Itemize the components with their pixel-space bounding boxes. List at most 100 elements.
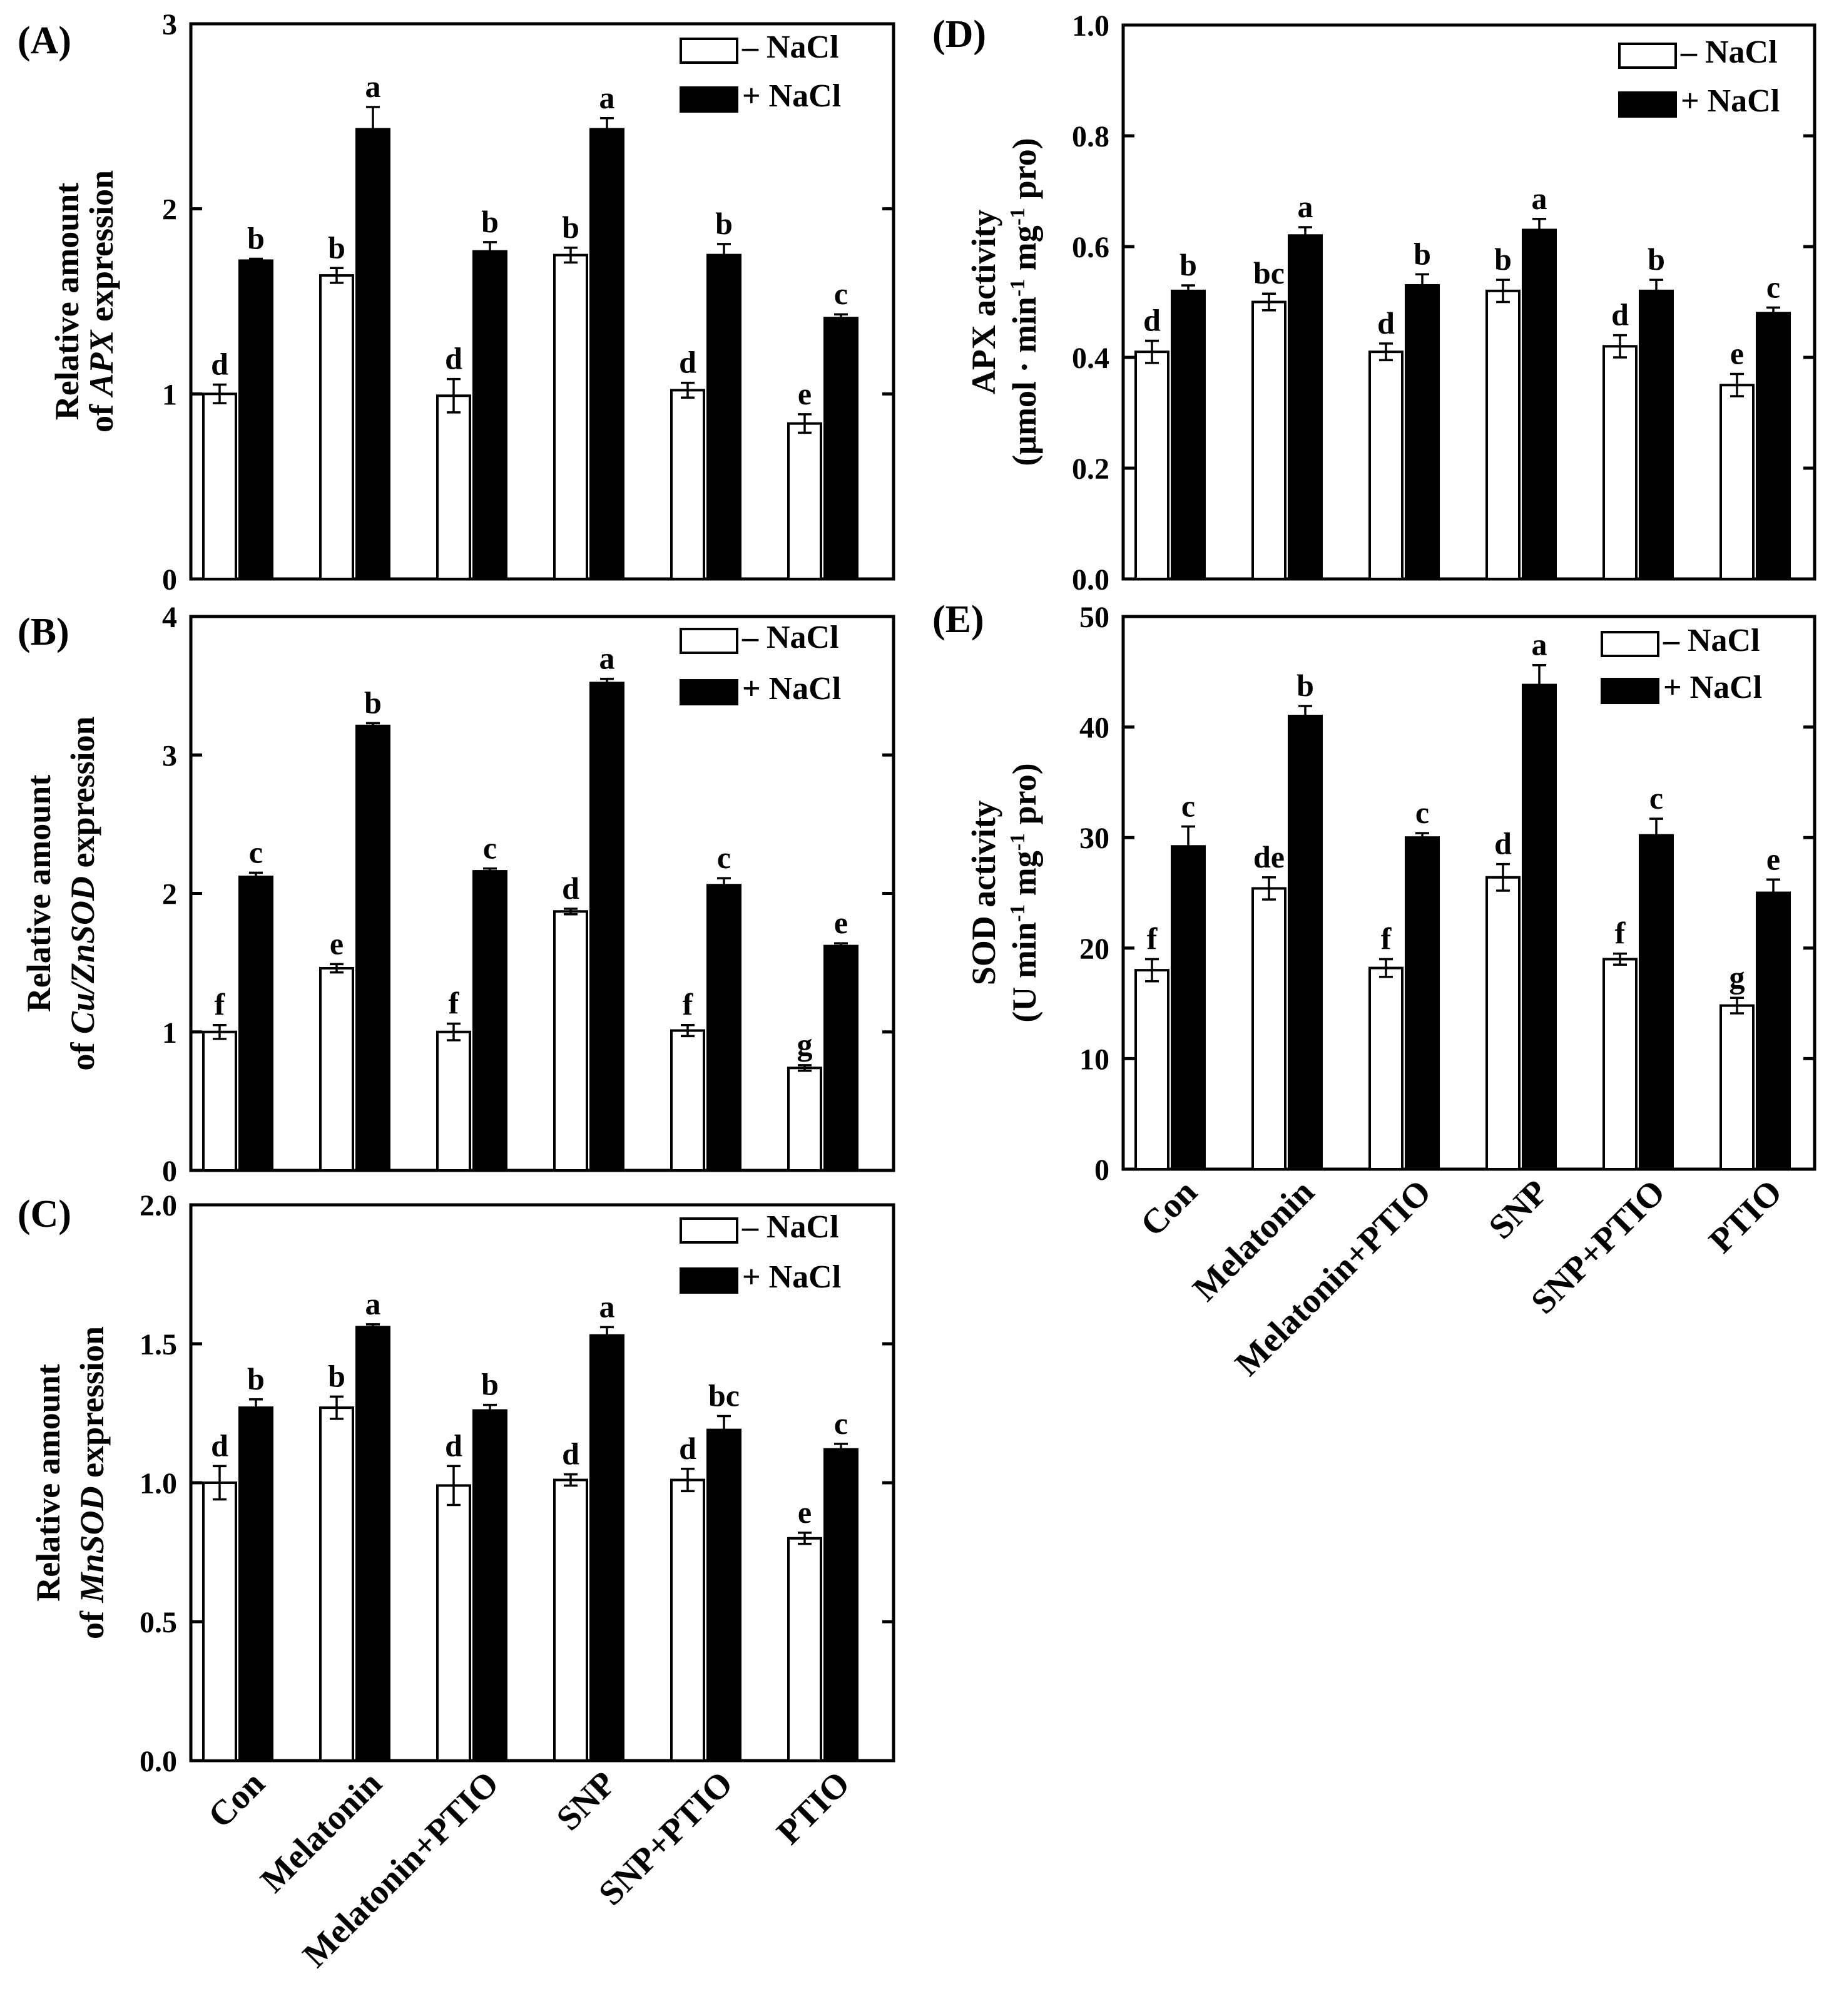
bar-minus-nacl <box>436 1484 471 1762</box>
bar-plus-nacl <box>238 259 273 580</box>
y-tick-label: 2.0 <box>140 1189 177 1222</box>
significance-letter: a <box>599 641 615 676</box>
significance-letter: d <box>211 1428 228 1463</box>
bar-minus-nacl <box>1368 350 1404 581</box>
significance-letter: de <box>1253 839 1285 874</box>
bar-minus-nacl <box>202 1030 237 1172</box>
bar-plus-nacl <box>355 128 390 580</box>
legend-label-minus-nacl: – NaCl <box>741 620 839 655</box>
significance-letter: a <box>365 69 381 104</box>
legend: – NaCl + NaCl <box>680 29 841 114</box>
bar-plus-nacl <box>1288 234 1323 580</box>
y-tick-label: 1 <box>162 378 177 411</box>
significance-letter: a <box>365 1286 381 1321</box>
legend: – NaCl + NaCl <box>1601 623 1762 705</box>
y-axis-label-line: Relative amount <box>29 1364 67 1601</box>
significance-letter: e <box>798 1495 812 1530</box>
x-category-label: Con <box>201 1764 272 1835</box>
y-tick-label: 0.4 <box>1072 342 1109 375</box>
x-category-label: SNP <box>549 1764 624 1838</box>
significance-letter: d <box>445 341 462 376</box>
significance-letter: e <box>1766 841 1780 876</box>
y-axis-label-superscript: -1 <box>1006 208 1029 225</box>
panel-label: (D) <box>932 13 986 56</box>
significance-letter: c <box>1766 269 1780 304</box>
panel-label: (C) <box>18 1193 71 1236</box>
y-tick-label: 0 <box>1094 1154 1109 1187</box>
significance-letter: c <box>483 831 497 866</box>
bar-minus-nacl <box>553 910 588 1172</box>
bar-minus-nacl <box>202 1481 237 1762</box>
legend-swatch-minus-nacl <box>680 1217 738 1244</box>
bar-plus-nacl <box>706 884 741 1172</box>
significance-letter: d <box>1494 826 1512 861</box>
y-axis-label-segment: Cu/ZnSOD <box>64 876 101 1034</box>
bar-minus-nacl <box>787 1067 822 1172</box>
y-axis-label-line: Relative amount <box>48 183 86 420</box>
y-tick-label: 1.0 <box>1072 9 1109 43</box>
bar-plus-nacl <box>1522 683 1557 1170</box>
legend-swatch-minus-nacl <box>1601 631 1659 657</box>
y-axis-label-segment: of <box>73 1603 111 1639</box>
significance-letter: e <box>1730 336 1744 371</box>
bar-plus-nacl <box>823 944 858 1172</box>
significance-letter: b <box>247 1361 265 1396</box>
bar-plus-nacl <box>1639 834 1674 1170</box>
y-tick-label: 0.6 <box>1072 231 1109 264</box>
significance-letter: b <box>1179 247 1197 282</box>
significance-letter: f <box>1615 916 1626 951</box>
bar-plus-nacl <box>1405 836 1440 1170</box>
y-axis-label-segment: mg <box>1006 851 1043 904</box>
x-category-label: PTIO <box>770 1764 858 1852</box>
significance-letter: d <box>679 345 696 380</box>
y-tick-label: 4 <box>162 601 177 634</box>
y-axis-label-line: (U min-1 mg-1 pro) <box>1006 763 1043 1022</box>
bar-minus-nacl <box>319 274 354 580</box>
legend-swatch-plus-nacl <box>680 679 738 705</box>
significance-letter: b <box>247 220 265 255</box>
significance-letter: c <box>834 1406 848 1441</box>
significance-letter: a <box>599 1289 615 1324</box>
bar-plus-nacl <box>472 870 507 1172</box>
bar-minus-nacl <box>553 1478 588 1763</box>
significance-letter: f <box>449 985 460 1020</box>
significance-letter: bc <box>1253 255 1285 290</box>
significance-letter: b <box>328 1358 345 1393</box>
significance-letter: a <box>1532 181 1547 216</box>
y-axis-label-line: of MnSOD expression <box>73 1326 111 1639</box>
significance-letter: f <box>683 987 694 1022</box>
y-tick-label: 1 <box>162 1016 177 1050</box>
y-axis-label-segment: mg <box>1006 225 1043 279</box>
bar-plus-nacl <box>1171 289 1206 580</box>
y-axis-label-line: APX activity <box>965 210 1002 394</box>
significance-letter: b <box>364 685 382 720</box>
y-axis-label-segment: expression <box>83 170 120 330</box>
significance-letter: e <box>834 905 848 940</box>
significance-letter: a <box>1298 189 1313 224</box>
legend-label-plus-nacl: + NaCl <box>1663 670 1762 705</box>
y-tick-label: 2 <box>162 193 177 227</box>
y-tick-label: 0.5 <box>140 1606 177 1639</box>
significance-letter: b <box>1414 236 1431 271</box>
legend: – NaCl + NaCl <box>680 620 841 707</box>
x-category-label: Con <box>1133 1172 1205 1244</box>
bar-plus-nacl <box>472 1409 507 1763</box>
bar-plus-nacl <box>589 1334 624 1762</box>
legend-swatch-minus-nacl <box>680 628 738 654</box>
significance-letter: b <box>1494 242 1512 277</box>
y-tick-label: 1.0 <box>140 1467 177 1500</box>
legend-label-minus-nacl: – NaCl <box>1680 34 1778 70</box>
bar-minus-nacl <box>787 1537 822 1763</box>
significance-letter: b <box>715 206 733 241</box>
significance-letter: b <box>481 204 499 239</box>
significance-letter: d <box>562 1436 579 1471</box>
y-tick-label: 0.8 <box>1072 120 1109 153</box>
y-axis-label-superscript: -1 <box>1006 904 1029 922</box>
bar-plus-nacl <box>1288 714 1323 1170</box>
bar-plus-nacl <box>1171 845 1206 1170</box>
y-axis-label-segment: Relative amount <box>20 775 58 1012</box>
